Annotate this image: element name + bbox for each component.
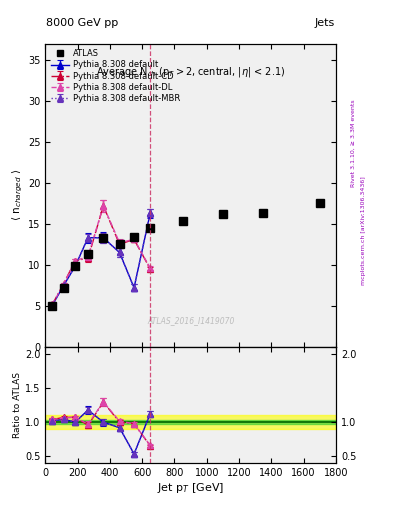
ATLAS — [61, 285, 66, 291]
Legend: ATLAS, Pythia 8.308 default, Pythia 8.308 default-CD, Pythia 8.308 default-DL, P: ATLAS, Pythia 8.308 default, Pythia 8.30… — [50, 48, 182, 104]
ATLAS — [180, 218, 185, 224]
Text: Jets: Jets — [315, 18, 335, 28]
ATLAS — [261, 210, 266, 216]
ATLAS — [73, 263, 77, 269]
Bar — [45, 415, 336, 429]
Text: 8000 GeV pp: 8000 GeV pp — [46, 18, 119, 28]
ATLAS — [220, 211, 225, 217]
ATLAS — [117, 241, 122, 247]
ATLAS — [132, 234, 136, 240]
ATLAS — [50, 303, 55, 309]
Text: Rivet 3.1.10, ≥ 3.3M events: Rivet 3.1.10, ≥ 3.3M events — [351, 99, 356, 187]
Y-axis label: Ratio to ATLAS: Ratio to ATLAS — [13, 372, 22, 438]
ATLAS — [101, 234, 106, 241]
Bar — [45, 420, 336, 424]
ATLAS — [148, 225, 152, 231]
Text: mcplots.cern.ch [arXiv:1306.3436]: mcplots.cern.ch [arXiv:1306.3436] — [361, 176, 366, 285]
Text: ATLAS_2016_I1419070: ATLAS_2016_I1419070 — [147, 316, 234, 326]
Y-axis label: ⟨ n$_{charged}$ ⟩: ⟨ n$_{charged}$ ⟩ — [11, 169, 25, 221]
ATLAS — [318, 200, 322, 206]
Line: ATLAS: ATLAS — [49, 200, 324, 310]
X-axis label: Jet p$_T$ [GeV]: Jet p$_T$ [GeV] — [157, 481, 224, 495]
ATLAS — [86, 251, 90, 257]
Text: Average N$_{ch}$ (p$_T$$>$2, central, |$\eta$| < 2.1): Average N$_{ch}$ (p$_T$$>$2, central, |$… — [96, 65, 285, 79]
